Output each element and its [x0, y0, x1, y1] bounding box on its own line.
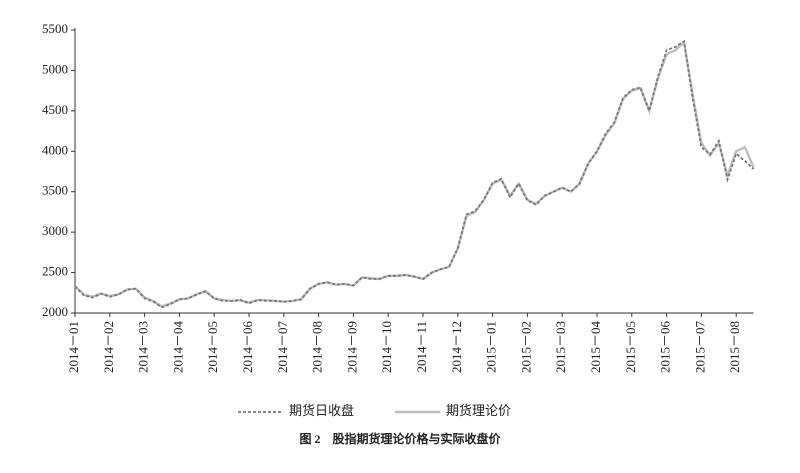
series-line [74, 39, 755, 309]
x-tick-label: 2014－10 [379, 321, 394, 373]
x-tick-label: 2014－03 [136, 321, 151, 373]
x-tick-label: 2014－06 [240, 321, 255, 374]
x-tick-label: 2014－05 [205, 321, 220, 373]
x-tick-label: 2014－07 [275, 321, 290, 374]
y-tick-label: 2500 [42, 264, 68, 279]
y-tick-label: 4500 [42, 102, 68, 117]
x-tick-label: 2015－01 [484, 321, 499, 373]
x-tick-label: 2015－02 [518, 321, 533, 373]
x-tick-label: 2014－04 [170, 321, 185, 374]
x-tick-label: 2015－05 [623, 321, 638, 373]
y-tick-label: 3500 [42, 183, 68, 198]
legend-label: 期货日收盘 [289, 403, 354, 418]
series-line [74, 39, 755, 308]
x-tick-label: 2014－02 [101, 321, 116, 373]
x-tick-label: 2014－01 [66, 321, 81, 373]
x-tick-label: 2015－08 [727, 321, 742, 373]
x-tick-label: 2014－11 [414, 321, 429, 373]
y-tick-label: 3000 [42, 223, 68, 238]
x-tick-label: 2015－07 [692, 321, 707, 374]
y-tick-label: 4000 [42, 142, 68, 157]
x-tick-label: 2015－04 [588, 321, 603, 374]
x-tick-label: 2014－12 [449, 321, 464, 373]
chart-caption: 图 2 股指期货理论价格与实际收盘价 [299, 431, 501, 446]
y-tick-label: 2000 [42, 304, 68, 319]
x-tick-label: 2014－09 [344, 321, 359, 373]
y-tick-label: 5500 [42, 21, 68, 36]
legend-label: 期货理论价 [446, 403, 511, 418]
y-tick-label: 5000 [42, 61, 68, 76]
x-tick-label: 2015－06 [658, 321, 673, 374]
x-tick-label: 2014－08 [310, 321, 325, 373]
x-tick-label: 2015－03 [553, 321, 568, 373]
